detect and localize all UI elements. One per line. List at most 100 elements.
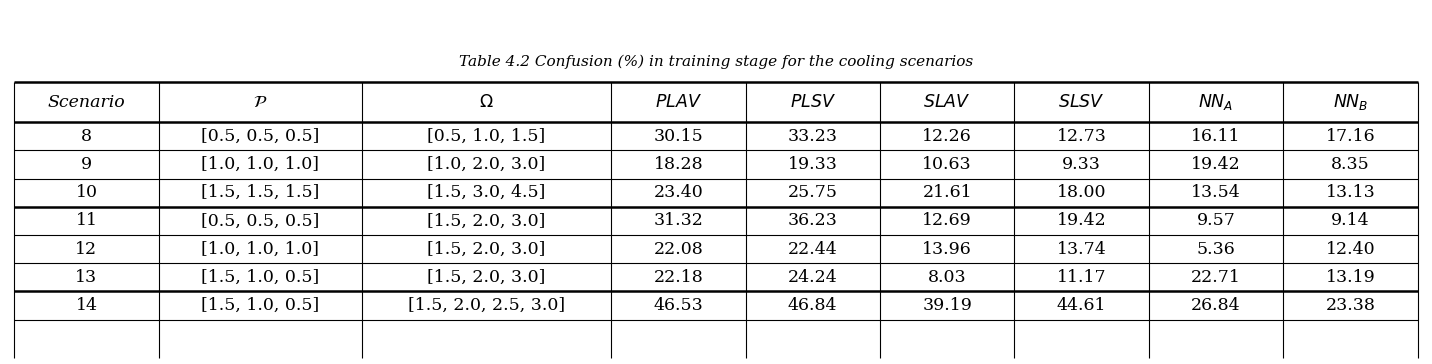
Text: 19.42: 19.42 (1191, 156, 1242, 173)
FancyBboxPatch shape (14, 207, 159, 235)
FancyBboxPatch shape (1283, 235, 1418, 263)
Text: 16.11: 16.11 (1191, 128, 1240, 145)
FancyBboxPatch shape (746, 263, 879, 292)
FancyBboxPatch shape (14, 235, 159, 263)
Text: 9: 9 (80, 156, 92, 173)
Text: 8: 8 (82, 128, 92, 145)
FancyBboxPatch shape (362, 207, 611, 235)
Text: 22.44: 22.44 (788, 241, 838, 258)
FancyBboxPatch shape (611, 150, 746, 178)
FancyBboxPatch shape (1014, 82, 1148, 122)
Text: 18.28: 18.28 (653, 156, 703, 173)
FancyBboxPatch shape (1148, 178, 1283, 207)
Text: [1.0, 1.0, 1.0]: [1.0, 1.0, 1.0] (202, 156, 319, 173)
Text: 8.35: 8.35 (1332, 156, 1370, 173)
Text: Scenario: Scenario (47, 94, 126, 111)
Text: [1.0, 1.0, 1.0]: [1.0, 1.0, 1.0] (202, 241, 319, 258)
Text: [0.5, 0.5, 0.5]: [0.5, 0.5, 0.5] (200, 128, 319, 145)
FancyBboxPatch shape (746, 122, 879, 150)
Text: $PLAV$: $PLAV$ (654, 94, 702, 111)
FancyBboxPatch shape (879, 263, 1014, 292)
FancyBboxPatch shape (1283, 178, 1418, 207)
FancyBboxPatch shape (1283, 82, 1418, 122)
FancyBboxPatch shape (1148, 263, 1283, 292)
Text: 17.16: 17.16 (1326, 128, 1375, 145)
Text: 19.42: 19.42 (1057, 212, 1107, 229)
FancyBboxPatch shape (611, 82, 746, 122)
Text: $PLSV$: $PLSV$ (789, 94, 836, 111)
FancyBboxPatch shape (362, 82, 611, 122)
Text: [1.0, 2.0, 3.0]: [1.0, 2.0, 3.0] (427, 156, 546, 173)
Text: 46.53: 46.53 (653, 297, 703, 314)
Text: 14: 14 (76, 297, 97, 314)
FancyBboxPatch shape (611, 292, 746, 320)
Text: 22.71: 22.71 (1191, 269, 1242, 286)
Text: 13.54: 13.54 (1191, 184, 1242, 201)
FancyBboxPatch shape (1283, 150, 1418, 178)
FancyBboxPatch shape (14, 122, 159, 150)
FancyBboxPatch shape (1148, 292, 1283, 320)
FancyBboxPatch shape (159, 235, 362, 263)
FancyBboxPatch shape (1148, 150, 1283, 178)
FancyBboxPatch shape (746, 178, 879, 207)
FancyBboxPatch shape (1148, 122, 1283, 150)
Text: 12.26: 12.26 (922, 128, 972, 145)
Text: 24.24: 24.24 (788, 269, 838, 286)
Text: 13.96: 13.96 (922, 241, 972, 258)
FancyBboxPatch shape (1014, 150, 1148, 178)
Text: 12.73: 12.73 (1057, 128, 1107, 145)
Text: 11.17: 11.17 (1057, 269, 1107, 286)
FancyBboxPatch shape (879, 122, 1014, 150)
Text: 30.15: 30.15 (653, 128, 703, 145)
FancyBboxPatch shape (362, 178, 611, 207)
FancyBboxPatch shape (362, 235, 611, 263)
Text: 22.08: 22.08 (653, 241, 703, 258)
FancyBboxPatch shape (159, 82, 362, 122)
Text: [1.5, 2.0, 2.5, 3.0]: [1.5, 2.0, 2.5, 3.0] (408, 297, 566, 314)
Text: 13: 13 (76, 269, 97, 286)
FancyBboxPatch shape (1283, 207, 1418, 235)
Text: $\mathcal{P}$: $\mathcal{P}$ (253, 94, 268, 111)
FancyBboxPatch shape (362, 122, 611, 150)
FancyBboxPatch shape (362, 292, 611, 320)
FancyBboxPatch shape (879, 178, 1014, 207)
FancyBboxPatch shape (362, 263, 611, 292)
FancyBboxPatch shape (159, 292, 362, 320)
Text: 26.84: 26.84 (1191, 297, 1242, 314)
Text: [1.5, 2.0, 3.0]: [1.5, 2.0, 3.0] (427, 241, 546, 258)
Text: 13.13: 13.13 (1326, 184, 1375, 201)
Text: $SLAV$: $SLAV$ (924, 94, 971, 111)
Text: 12.40: 12.40 (1326, 241, 1375, 258)
FancyBboxPatch shape (746, 150, 879, 178)
Text: [1.5, 1.0, 0.5]: [1.5, 1.0, 0.5] (200, 297, 319, 314)
FancyBboxPatch shape (1148, 235, 1283, 263)
FancyBboxPatch shape (611, 178, 746, 207)
FancyBboxPatch shape (14, 150, 159, 178)
Text: [1.5, 1.5, 1.5]: [1.5, 1.5, 1.5] (200, 184, 319, 201)
Text: [1.5, 2.0, 3.0]: [1.5, 2.0, 3.0] (427, 269, 546, 286)
FancyBboxPatch shape (1283, 263, 1418, 292)
FancyBboxPatch shape (879, 150, 1014, 178)
Text: [1.5, 2.0, 3.0]: [1.5, 2.0, 3.0] (427, 212, 546, 229)
Text: [0.5, 1.0, 1.5]: [0.5, 1.0, 1.5] (427, 128, 546, 145)
Text: 31.32: 31.32 (653, 212, 703, 229)
Text: 44.61: 44.61 (1057, 297, 1107, 314)
FancyBboxPatch shape (611, 122, 746, 150)
Text: 46.84: 46.84 (788, 297, 838, 314)
FancyBboxPatch shape (159, 122, 362, 150)
FancyBboxPatch shape (611, 207, 746, 235)
Text: 9.33: 9.33 (1063, 156, 1101, 173)
FancyBboxPatch shape (1014, 122, 1148, 150)
Text: $NN_A$: $NN_A$ (1199, 92, 1234, 112)
Text: [1.5, 1.0, 0.5]: [1.5, 1.0, 0.5] (200, 269, 319, 286)
FancyBboxPatch shape (1014, 263, 1148, 292)
Text: $SLSV$: $SLSV$ (1058, 94, 1106, 111)
FancyBboxPatch shape (1283, 292, 1418, 320)
FancyBboxPatch shape (14, 263, 159, 292)
Text: 33.23: 33.23 (788, 128, 838, 145)
FancyBboxPatch shape (1014, 292, 1148, 320)
Text: 36.23: 36.23 (788, 212, 838, 229)
Text: Table 4.2 Confusion (%) in training stage for the cooling scenarios: Table 4.2 Confusion (%) in training stag… (458, 55, 974, 69)
Text: [1.5, 3.0, 4.5]: [1.5, 3.0, 4.5] (427, 184, 546, 201)
FancyBboxPatch shape (746, 292, 879, 320)
